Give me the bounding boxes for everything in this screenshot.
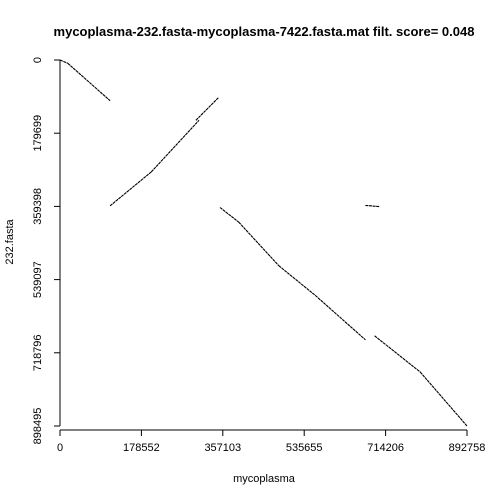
y-tick-label: 0 <box>32 57 44 63</box>
x-tick-label: 178552 <box>123 442 160 454</box>
match-segment-2 <box>67 62 111 102</box>
match-segment-9 <box>314 294 366 341</box>
match-segment-10 <box>365 204 380 208</box>
plot-area <box>59 59 468 427</box>
x-tick-label: 357103 <box>204 442 241 454</box>
match-segment-5 <box>195 97 219 121</box>
match-segment-12 <box>419 371 468 427</box>
match-segment-8 <box>278 265 316 296</box>
match-segment-4 <box>150 119 200 173</box>
x-tick-label: 714206 <box>367 442 404 454</box>
chart-title: mycoplasma-232.fasta-mycoplasma-7422.fas… <box>54 24 475 39</box>
match-segment-1 <box>59 59 69 64</box>
y-axis-label: 232.fasta <box>4 218 16 264</box>
y-tick-label: 359398 <box>32 188 44 225</box>
match-segment-3 <box>109 171 152 207</box>
x-tick-label: 535655 <box>286 442 323 454</box>
y-axis: 0 179699 359398 539097 718796 898495 <box>32 57 61 445</box>
match-segment-7 <box>238 221 280 267</box>
x-axis: 0 178552 357103 535655 714206 892758 <box>57 429 486 454</box>
match-segment-11 <box>374 335 421 373</box>
y-tick-label: 898495 <box>32 408 44 445</box>
x-tick-label: 0 <box>57 442 63 454</box>
y-tick-label: 718796 <box>32 334 44 371</box>
y-tick-label: 539097 <box>32 261 44 298</box>
x-axis-label: mycoplasma <box>233 473 296 485</box>
match-segment-6 <box>219 207 240 223</box>
x-tick-label: 892758 <box>449 442 486 454</box>
y-tick-label: 179699 <box>32 115 44 152</box>
